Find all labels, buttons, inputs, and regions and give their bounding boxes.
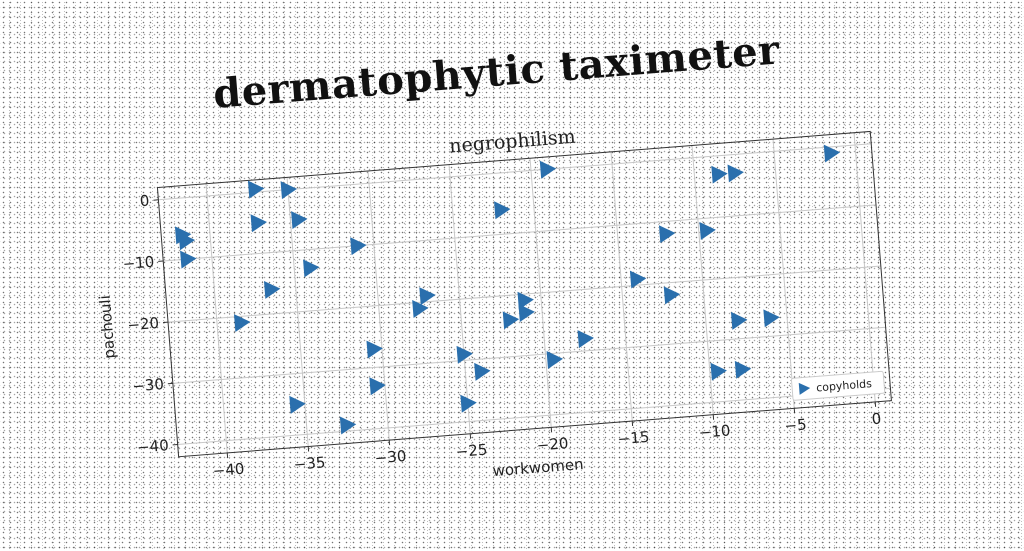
data-point-marker xyxy=(711,362,728,381)
x-axis-label: workwomen xyxy=(492,455,584,480)
data-point-marker xyxy=(578,329,595,348)
y-tick-label: −40 xyxy=(136,436,169,456)
data-point-marker xyxy=(460,394,477,413)
x-tick-label: −20 xyxy=(536,434,569,454)
y-tick-label: −30 xyxy=(132,375,165,395)
x-tick-label: −30 xyxy=(374,447,407,467)
data-point-marker xyxy=(494,200,511,219)
y-axis-label: pachouli xyxy=(96,295,119,360)
data-point-marker xyxy=(711,164,728,183)
data-point-marker xyxy=(503,310,520,329)
data-point-marker xyxy=(474,362,491,381)
data-point-marker xyxy=(350,236,367,255)
data-point-marker xyxy=(369,376,386,395)
y-tick-label: −10 xyxy=(122,253,155,273)
x-tick-label: −25 xyxy=(455,441,488,461)
data-point-marker xyxy=(419,286,436,305)
x-tick-label: −5 xyxy=(784,415,807,435)
data-point-marker xyxy=(664,285,681,304)
data-point-marker xyxy=(264,280,281,299)
x-tick-label: −40 xyxy=(212,460,245,480)
y-tick-label: −20 xyxy=(127,314,160,334)
data-point-marker xyxy=(303,258,320,277)
data-point-marker xyxy=(289,395,306,414)
x-tick-label: −15 xyxy=(617,428,650,448)
x-tick-label: −10 xyxy=(698,421,731,441)
chart-subtitle: negrophilism xyxy=(448,126,576,158)
data-point-marker xyxy=(291,210,308,229)
data-point-marker xyxy=(251,213,268,232)
data-point-marker xyxy=(728,163,745,182)
data-point-marker xyxy=(281,180,298,199)
y-gridline xyxy=(173,327,886,383)
data-point-marker xyxy=(248,179,265,198)
data-point-marker xyxy=(540,160,557,179)
data-point-marker xyxy=(731,311,748,330)
data-point-marker xyxy=(180,249,197,268)
y-gridline xyxy=(163,205,876,261)
data-point-marker xyxy=(659,224,676,243)
data-point-marker xyxy=(763,308,780,327)
data-point-marker xyxy=(457,345,474,364)
data-point-marker xyxy=(630,269,647,288)
data-point-marker xyxy=(366,339,383,358)
y-tick-label: 0 xyxy=(139,192,150,211)
data-point-marker xyxy=(735,360,752,379)
x-tick-label: 0 xyxy=(871,410,882,429)
data-point-marker xyxy=(518,303,535,322)
data-point-marker xyxy=(699,221,716,240)
x-tick-label: −35 xyxy=(293,453,326,473)
data-point-marker xyxy=(340,415,357,434)
